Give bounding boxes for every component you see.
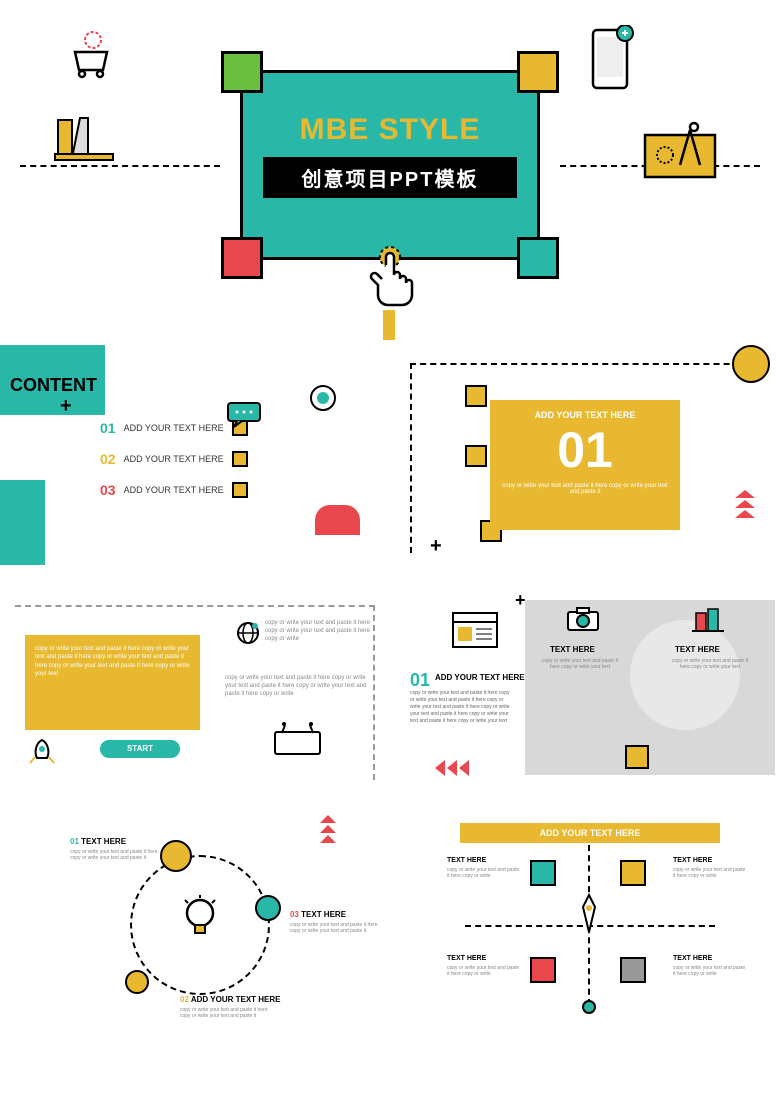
marker-sq bbox=[465, 445, 487, 467]
hand-icon bbox=[360, 245, 420, 315]
red-plus-icon: + bbox=[335, 500, 351, 532]
card-caption: copy or write your text and paste it her… bbox=[500, 483, 670, 495]
mini-circle bbox=[582, 1000, 596, 1014]
node-label-2: 02 ADD YOUR TEXT HEREcopy or write your … bbox=[180, 995, 280, 1019]
panel-number: 01 bbox=[410, 670, 430, 691]
item-text: ADD YOUR TEXT HERE bbox=[124, 423, 224, 433]
col1-title: TEXT HERE bbox=[550, 645, 595, 654]
building-icon bbox=[690, 605, 726, 635]
panel-slide: + 01 ADD YOUR TEXT HERE copy or write yo… bbox=[395, 570, 780, 790]
dash-vertical bbox=[410, 363, 412, 553]
speech-bubble-icon bbox=[225, 400, 265, 430]
quad-sq-1 bbox=[530, 860, 556, 886]
corner-bl bbox=[221, 237, 263, 279]
cart-icon bbox=[65, 30, 120, 85]
panel-title: ADD YOUR TEXT HERE bbox=[435, 673, 525, 682]
compass-icon bbox=[635, 115, 725, 185]
content-item-3: 03 ADD YOUR TEXT HERE bbox=[100, 482, 248, 498]
title-box: MBE STYLE 创意项目PPT模板 bbox=[240, 70, 540, 260]
circle-diagram-slide: 01 TEXT HEREcopy or write your text and … bbox=[0, 795, 390, 1080]
item-text: ADD YOUR TEXT HERE bbox=[124, 454, 224, 464]
main-title: MBE STYLE bbox=[243, 113, 537, 147]
connector-circle bbox=[310, 385, 336, 411]
item-sq bbox=[232, 451, 248, 467]
col2-text: copy or write your text and paste it her… bbox=[670, 658, 750, 670]
quad-label-1: TEXT HEREcopy or write your text and pas… bbox=[447, 857, 522, 879]
item-num: 01 bbox=[100, 420, 116, 436]
start-button[interactable]: START bbox=[100, 740, 180, 758]
item-text: ADD YOUR TEXT HERE bbox=[124, 485, 224, 495]
teal-block2 bbox=[0, 480, 45, 565]
card-label: ADD YOUR TEXT HERE bbox=[500, 410, 670, 420]
ruler-icon bbox=[50, 110, 120, 165]
plus-icon: + bbox=[60, 395, 72, 418]
content-item-2: 02 ADD YOUR TEXT HERE bbox=[100, 451, 248, 467]
node-1 bbox=[160, 840, 192, 872]
content-list: 01 ADD YOUR TEXT HERE 02 ADD YOUR TEXT HER… bbox=[100, 420, 248, 513]
quad-slide: ADD YOUR TEXT HERE TEXT HEREcopy or writ… bbox=[395, 795, 780, 1080]
plus-icon: + bbox=[430, 535, 442, 558]
big-circle bbox=[630, 620, 740, 730]
side-text-2: copy or write your text and paste it her… bbox=[225, 675, 375, 698]
side-text-1: copy or write your text and paste it her… bbox=[265, 620, 375, 643]
phone-icon bbox=[585, 25, 635, 95]
globe-icon bbox=[235, 620, 261, 646]
node-2 bbox=[255, 895, 281, 921]
start-slide: copy or write your text and paste it her… bbox=[0, 570, 390, 790]
item-num: 02 bbox=[100, 451, 116, 467]
corner-tr bbox=[517, 51, 559, 93]
content-heading: CONTENT bbox=[10, 375, 97, 396]
node-label-1: 01 TEXT HEREcopy or write your text and … bbox=[70, 837, 160, 861]
browser-icon bbox=[450, 610, 500, 652]
plus-icon: + bbox=[515, 590, 526, 611]
keyboard-icon bbox=[270, 720, 325, 760]
corner-tl bbox=[221, 51, 263, 93]
node-label-3: 03 TEXT HEREcopy or write your text and … bbox=[290, 910, 380, 934]
quad-label-2: TEXT HEREcopy or write your text and pas… bbox=[673, 857, 748, 879]
text-box: copy or write your text and paste it her… bbox=[25, 635, 200, 730]
rocket-icon bbox=[25, 735, 60, 770]
hand-bar bbox=[383, 310, 395, 340]
quad-sq-2 bbox=[620, 860, 646, 886]
corner-br bbox=[517, 237, 559, 279]
chevron-up-icon bbox=[320, 815, 336, 845]
col1-text: copy or write your text and paste it her… bbox=[540, 658, 620, 670]
dash-left bbox=[20, 165, 220, 167]
quad-sq-4 bbox=[620, 957, 646, 983]
camera-icon bbox=[565, 605, 601, 633]
marker-sq bbox=[465, 385, 487, 407]
box-text: copy or write your text and paste it her… bbox=[35, 645, 190, 679]
quad-label-4: TEXT HEREcopy or write your text and pas… bbox=[673, 955, 748, 977]
chevron-left-icon bbox=[435, 760, 471, 781]
title-slide: MBE STYLE 创意项目PPT模板 bbox=[0, 0, 780, 340]
quad-sq-3 bbox=[530, 957, 556, 983]
dash-horizontal bbox=[410, 363, 760, 365]
pen-icon bbox=[572, 890, 606, 940]
bulb-icon bbox=[180, 895, 220, 950]
header-bar: ADD YOUR TEXT HERE bbox=[460, 823, 720, 843]
yellow-circle bbox=[732, 345, 770, 383]
card-number: 01 bbox=[500, 425, 670, 475]
yellow-square bbox=[625, 745, 649, 769]
section-card: ADD YOUR TEXT HERE 01 copy or write your… bbox=[490, 400, 680, 530]
chevron-up-icon bbox=[735, 490, 755, 520]
item-num: 03 bbox=[100, 482, 116, 498]
col2-title: TEXT HERE bbox=[675, 645, 720, 654]
panel-body: copy or write your text and paste it her… bbox=[410, 690, 510, 725]
content-slide: CONTENT + 01 ADD YOUR TEXT HERE 02 ADD YOU… bbox=[0, 345, 390, 565]
section-01-slide: ADD YOUR TEXT HERE 01 copy or write your… bbox=[395, 345, 780, 565]
node-3 bbox=[125, 970, 149, 994]
item-sq bbox=[232, 482, 248, 498]
quad-label-3: TEXT HEREcopy or write your text and pas… bbox=[447, 955, 522, 977]
subtitle: 创意项目PPT模板 bbox=[263, 157, 517, 198]
